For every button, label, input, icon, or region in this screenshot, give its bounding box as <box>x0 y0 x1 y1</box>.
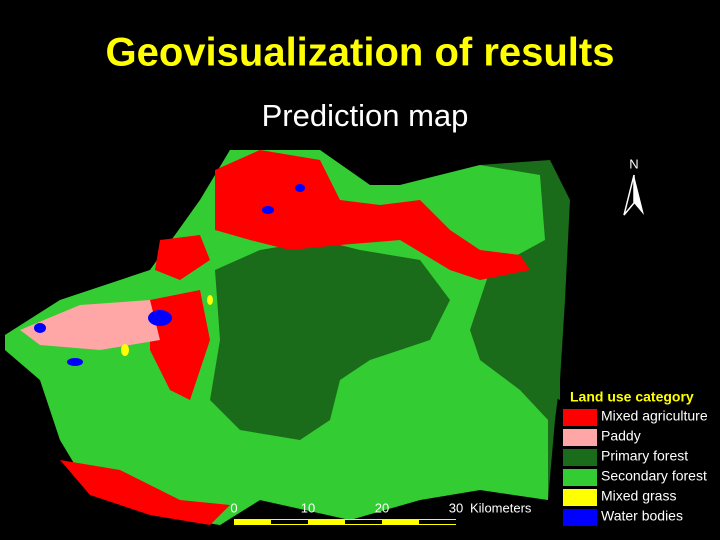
water-area <box>262 206 274 214</box>
water-area <box>34 323 46 333</box>
legend-swatch <box>563 429 597 446</box>
legend-swatch <box>563 489 597 506</box>
agriculture-area <box>60 460 230 525</box>
title: Geovisualization of results <box>105 31 614 75</box>
north-arrow: N <box>623 156 644 216</box>
legend: Mixed agriculture Paddy Primary forest Seco… <box>563 408 708 526</box>
agriculture-area <box>155 235 210 280</box>
arrow-right <box>634 175 644 215</box>
primary-forest-area <box>480 250 560 400</box>
primary-forest-area <box>210 240 450 440</box>
water-area <box>295 184 305 192</box>
legend-title: Land use category <box>570 389 694 405</box>
legend-swatch <box>563 509 597 526</box>
agriculture-area <box>215 150 530 280</box>
scale-unit: Kilometers <box>470 500 532 515</box>
paddy-area <box>20 300 160 350</box>
water-area <box>67 358 83 366</box>
legend-swatch <box>563 449 597 466</box>
scale-tick-label: 0 <box>230 500 237 515</box>
legend-label: Paddy <box>601 428 641 444</box>
scale-bar: 0 10 20 30 Kilometers <box>230 500 532 525</box>
water-area <box>148 310 172 326</box>
subtitle: Prediction map <box>262 98 469 133</box>
scale-tick-label: 30 <box>449 500 463 515</box>
scale-tick-label: 20 <box>375 500 389 515</box>
grass-area <box>207 295 213 305</box>
scale-bar-segment <box>271 520 308 524</box>
legend-label: Primary forest <box>601 448 688 464</box>
scale-tick-label: 10 <box>301 500 315 515</box>
grass-area <box>121 344 129 356</box>
scale-bar-segment <box>419 520 456 524</box>
legend-label: Mixed agriculture <box>601 408 708 424</box>
legend-label: Water bodies <box>601 508 683 524</box>
scale-bar-segment <box>345 520 382 524</box>
legend-swatch <box>563 469 597 486</box>
legend-label: Mixed grass <box>601 488 676 504</box>
legend-swatch <box>563 409 597 426</box>
north-label: N <box>629 156 638 171</box>
legend-label: Secondary forest <box>601 468 707 484</box>
map <box>5 150 570 525</box>
